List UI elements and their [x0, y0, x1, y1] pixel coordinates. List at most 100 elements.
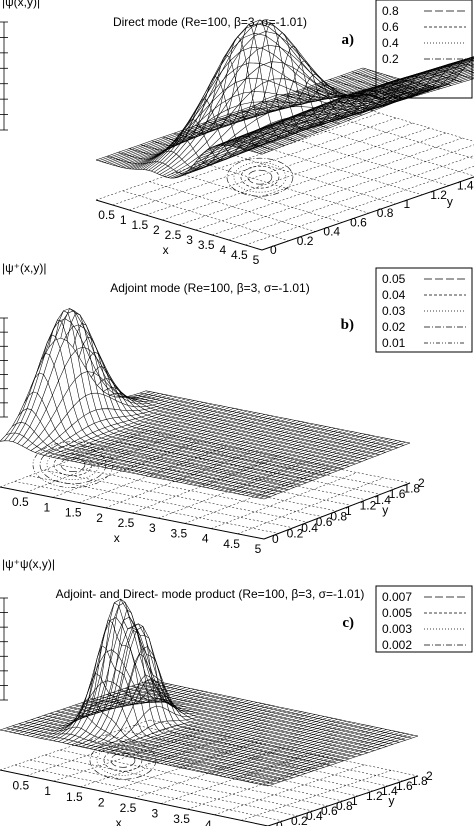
y-axis-line: [262, 158, 474, 250]
surface-line-y: [223, 727, 373, 777]
legend-label: 0.003: [382, 622, 412, 636]
surface-line-y: [242, 439, 388, 495]
surface-line-y: [220, 434, 366, 490]
x-tick-label: 1: [43, 500, 50, 514]
legend-label: 0.01: [382, 336, 406, 350]
x-tick-label: 4.5: [223, 537, 240, 551]
y-tick-label: 2: [426, 769, 433, 783]
surface-line-y: [189, 428, 335, 484]
base-grid: [0, 431, 410, 539]
surface-line-y: [4, 319, 150, 441]
x-tick-label: 3.5: [198, 238, 215, 252]
surface-line-y: [158, 422, 304, 478]
surface-line-y: [138, 63, 405, 169]
contour-ring: [248, 170, 272, 184]
legend-label: 0.4: [382, 36, 399, 50]
surface-line-y: [216, 434, 362, 490]
legend-label: 0.002: [382, 638, 412, 652]
x-tick-label: 1.5: [131, 218, 148, 232]
surface-line-y: [141, 419, 287, 475]
panel-title: Direct mode (Re=100, β=3, σ=-1.01): [113, 15, 307, 29]
panel-tag: a): [342, 32, 355, 48]
x-tick-label: 1.5: [66, 790, 83, 804]
surface-line-y: [106, 412, 252, 468]
contour-ring: [234, 162, 286, 192]
surface-wireframe: [0, 309, 410, 500]
legend-label: 0.8: [382, 4, 399, 18]
surface-line-y: [237, 730, 387, 780]
y-tick-label: 0: [276, 819, 283, 826]
surface-line-y: [132, 79, 399, 169]
legend-label: 0.03: [382, 304, 406, 318]
surface-line-y: [115, 74, 382, 166]
x-tick-label: 2.5: [118, 516, 135, 530]
x-tick-label: 4: [219, 243, 226, 257]
panel-2: Adjoint mode (Re=100, β=3, σ=-1.01) b) |ψ⁺…: [0, 261, 472, 556]
surface-line-y: [211, 433, 357, 489]
z-axis-label: |ψ⁺(x,y)|: [2, 261, 46, 275]
grid-line-y: [90, 740, 358, 796]
contour-ring: [241, 166, 279, 188]
surface-line-y: [202, 431, 348, 487]
panel-tag: b): [341, 317, 354, 333]
y-axis-name: y: [382, 503, 388, 517]
surface-line-y: [176, 426, 322, 482]
grid-line-y: [15, 765, 283, 821]
surface-line-y: [152, 712, 302, 762]
z-axis: [0, 598, 8, 700]
y-axis-name: y: [447, 194, 453, 208]
panel-3: Adjoint- and Direct- mode product (Re=10…: [0, 557, 472, 826]
surface-line-y: [198, 430, 344, 486]
grid-line-y: [30, 760, 298, 816]
surface-line-x: [61, 309, 325, 476]
surface-line-y: [238, 438, 384, 494]
panel-title: Adjoint- and Direct- mode product (Re=10…: [56, 587, 365, 601]
contour-ring: [227, 158, 293, 196]
x-axis-name: x: [116, 816, 122, 826]
x-tick-label: 4.5: [231, 248, 248, 262]
surface-line-y: [180, 427, 326, 483]
y-tick-label: 1: [351, 794, 358, 808]
legend: 0.050.040.030.020.01: [376, 268, 472, 352]
y-tick-label: 1.4: [457, 179, 474, 193]
grid-line-y: [15, 481, 279, 533]
surface-line-y: [145, 420, 291, 476]
y-tick-label: 1: [345, 504, 352, 518]
surface-line-y: [98, 701, 248, 751]
surface-line-y: [132, 417, 278, 473]
grid-line-y: [336, 117, 474, 167]
surface-line-y: [229, 436, 375, 492]
panel-title: Adjoint mode (Re=100, β=3, σ=-1.01): [110, 281, 309, 295]
grid-line-x: [54, 731, 204, 781]
surface-line-y: [260, 442, 406, 498]
surface-line-y: [84, 408, 230, 464]
x-tick-label: 3.5: [173, 812, 190, 826]
surface-line-y: [224, 435, 370, 491]
y-tick-label: 0.8: [377, 206, 394, 220]
x-tick-label: 3: [149, 521, 156, 535]
x-tick-label: 2: [98, 795, 105, 809]
contour-ring: [40, 446, 106, 484]
x-tick-label: 4: [202, 532, 209, 546]
x-axis-name: x: [114, 531, 120, 545]
floor-contours: [227, 158, 293, 196]
legend-label: 0.02: [382, 320, 406, 334]
surface-line-y: [165, 715, 315, 765]
y-tick-label: 1: [404, 197, 411, 211]
legend-label: 0.04: [382, 288, 406, 302]
surface-line-y: [255, 441, 401, 497]
x-tick-label: 2: [96, 511, 103, 525]
grid-line-y: [363, 108, 474, 158]
grid-line-x: [262, 158, 474, 250]
z-axis: [0, 22, 8, 130]
surface-line-y: [154, 421, 300, 477]
surface-line-y: [97, 410, 243, 466]
surface-line-x: [18, 409, 282, 492]
y-tick-label: 0: [272, 532, 279, 546]
surface-line-y: [150, 421, 296, 477]
surface-line-y: [136, 418, 282, 474]
surface-line-y: [110, 413, 256, 469]
